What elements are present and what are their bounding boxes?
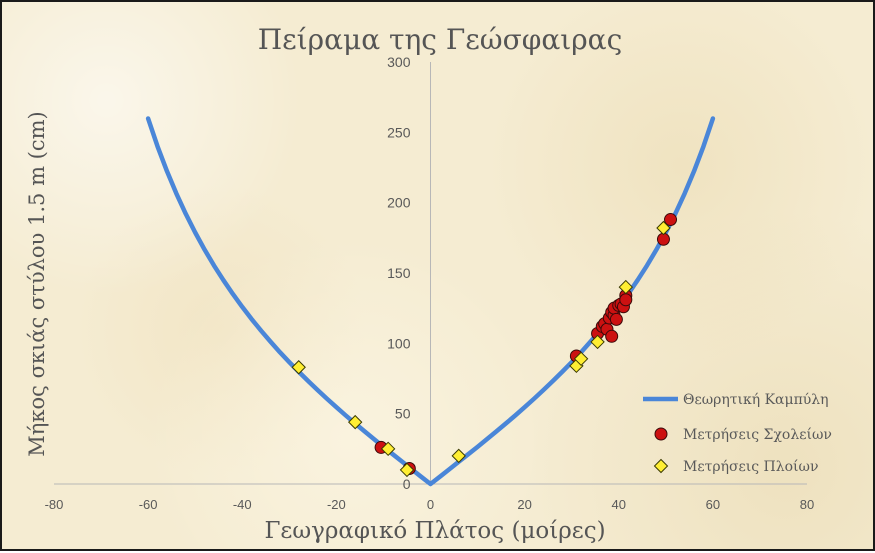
x-axis-label: Γεωγραφικό Πλάτος (μοίρες) bbox=[264, 518, 605, 544]
x-tick-label: -80 bbox=[45, 497, 64, 512]
x-tick-label: 80 bbox=[800, 497, 814, 512]
y-tick-label: 200 bbox=[387, 195, 411, 211]
y-tick-label: 150 bbox=[387, 265, 411, 281]
series bbox=[145, 116, 716, 487]
ship-point bbox=[399, 462, 415, 478]
y-tick-label: 250 bbox=[387, 124, 411, 140]
ship-point bbox=[451, 448, 466, 464]
x-tick-label: 0 bbox=[427, 497, 434, 512]
ship-point bbox=[656, 220, 671, 236]
ship-point bbox=[347, 414, 363, 430]
chart-title: Πείραμα της Γεώσφαιρας bbox=[258, 23, 623, 56]
legend-label: Θεωρητική Καμπύλη bbox=[683, 392, 829, 408]
legend-diamond-swatch bbox=[653, 458, 669, 474]
y-tick-label: 300 bbox=[387, 54, 411, 70]
school-point bbox=[619, 293, 633, 307]
legend-label: Μετρήσεις Πλοίων bbox=[683, 458, 818, 475]
y-axis-label: Μήκος σκιάς στύλου 1.5 m (cm) bbox=[25, 111, 49, 456]
series-ship-measurements bbox=[291, 220, 671, 478]
y-tick-label: 50 bbox=[395, 406, 411, 422]
school-point bbox=[609, 312, 623, 326]
x-tick-label: 40 bbox=[612, 497, 626, 512]
legend-item: Θεωρητική Καμπύλη bbox=[643, 392, 829, 408]
legend-label: Μετρήσεις Σχολείων bbox=[683, 426, 832, 443]
tick-labels: -80 -60 -40 -20 0 20 40 60 80 0 50 100 150 200 250 300 bbox=[45, 54, 815, 512]
x-tick-label: 20 bbox=[517, 497, 531, 512]
series-school-measurements bbox=[374, 213, 678, 476]
ship-point bbox=[573, 351, 589, 367]
school-point bbox=[605, 329, 619, 343]
y-tick-label: 100 bbox=[387, 335, 411, 351]
legend-circle-swatch bbox=[654, 427, 668, 441]
x-tick-label: -60 bbox=[139, 497, 158, 512]
ship-point bbox=[380, 441, 396, 457]
x-tick-label: 60 bbox=[706, 497, 720, 512]
y-tick-label: 0 bbox=[403, 476, 411, 492]
school-point bbox=[664, 213, 678, 227]
ship-point bbox=[590, 334, 605, 350]
axes bbox=[54, 62, 807, 485]
x-tick-label: -40 bbox=[233, 497, 252, 512]
x-tick-label: -20 bbox=[327, 497, 346, 512]
legend: Θεωρητική Καμπύλη Μετρήσεις Σχολείων Μετρή… bbox=[643, 392, 832, 475]
ship-point bbox=[618, 279, 634, 295]
legend-item: Μετρήσεις Πλοίων bbox=[653, 458, 818, 475]
legend-item: Μετρήσεις Σχολείων bbox=[654, 426, 832, 443]
ship-point bbox=[291, 360, 306, 375]
